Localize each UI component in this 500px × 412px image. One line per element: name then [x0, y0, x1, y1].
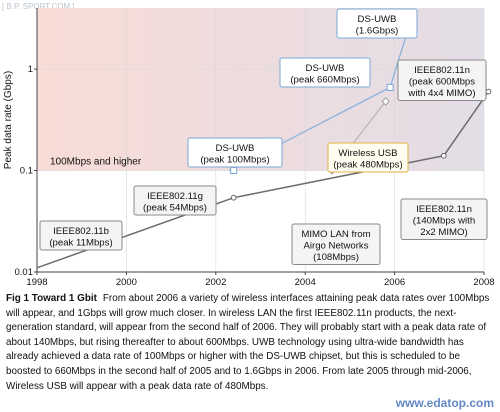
top-watermark: [ B.P. SPORT.COM ] — [2, 2, 75, 11]
annotation-line: Wireless USB — [338, 148, 397, 159]
site-watermark: www.edatop.com — [395, 396, 494, 410]
wlan-marker — [485, 88, 492, 95]
annotation-line: MIMO LAN from — [301, 229, 370, 240]
annotation-box — [291, 223, 381, 265]
peak-data-rate-chart: 100Mbps and higher 1998 2000 2002 2004 2006 2… — [3, 8, 495, 288]
annotation-line: 2x2 MIMO) — [420, 227, 467, 238]
annotation-line: (1.6Gbps) — [356, 26, 399, 37]
band-label: 100Mbps and higher — [50, 157, 142, 168]
x-tick-label: 1998 — [26, 277, 47, 288]
annotation-g54: IEEE802.11g(peak 54Mbps) — [133, 185, 217, 216]
uwb-marker — [386, 83, 394, 91]
annotation-line: (peak 11Mbps) — [49, 238, 112, 249]
annotation-line: (peak 480Mbps) — [333, 160, 402, 171]
x-tick-label: 2008 — [473, 277, 494, 288]
annotation-box — [397, 59, 487, 101]
y-tick-label: 0.1 — [20, 166, 33, 177]
x-tick-label: 2006 — [384, 277, 405, 288]
y-tick-label: 1 — [28, 64, 33, 75]
annotation-uwb660: DS-UWB(peak 660Mbps) — [279, 57, 371, 88]
annotation-line: IEEE802.11b — [53, 226, 109, 237]
annotation-box — [39, 220, 123, 251]
wlan-marker — [440, 152, 447, 159]
annotation-b11: IEEE802.11b(peak 11Mbps) — [39, 220, 123, 251]
annotation-box — [400, 198, 488, 240]
annotation-layer: DS-UWB(1.6Gbps)DS-UWB(peak 660Mbps)DS-UW… — [39, 8, 488, 265]
figure-label: Fig 1 Toward 1 Gbit — [6, 293, 97, 304]
annotation-line: DS-UWB — [306, 63, 345, 74]
annotation-box — [187, 137, 283, 168]
annotation-line: (108Mbps) — [313, 252, 359, 263]
annotation-uwb100: DS-UWB(peak 100Mbps) — [187, 137, 283, 168]
mimo-marker — [381, 97, 390, 106]
annotation-box — [279, 57, 371, 88]
y-tick-label: 0.01 — [15, 267, 34, 278]
annotation-line: (peak 54Mbps) — [143, 203, 207, 214]
annotation-line: IEEE802.11n — [416, 204, 472, 215]
uwb-marker — [230, 167, 238, 175]
annotation-line: (peak 660Mbps) — [290, 75, 359, 86]
annotation-line: (peak 600Mbps — [409, 77, 475, 88]
series-wlan-line — [36, 91, 490, 269]
y-axis-label: Peak data rate (Gbps) — [3, 71, 14, 169]
annotation-line: DS-UWB — [358, 14, 397, 25]
wlan-marker — [230, 194, 237, 201]
annotation-line: (peak 100Mbps) — [200, 155, 269, 166]
annotation-line: DS-UWB — [216, 143, 255, 154]
annotation-line: IEEE802.11n — [414, 65, 470, 76]
annotation-box — [336, 8, 418, 39]
annotation-usb: Wireless USB(peak 480Mbps) — [327, 142, 409, 173]
caption-text: From about 2006 a variety of wireless in… — [6, 293, 490, 392]
annotation-line: (140Mbps with — [413, 216, 475, 227]
figure-caption: Fig 1 Toward 1 Gbit From about 2006 a var… — [6, 292, 496, 394]
axes: 1998 2000 2002 2004 2006 2008 0.01 0.1 1 — [15, 8, 495, 288]
annotation-line: Airgo Networks — [303, 241, 368, 252]
annotation-box — [133, 185, 217, 216]
annotation-line: IEEE802.11g — [147, 191, 203, 202]
annotation-uwb1600: DS-UWB(1.6Gbps) — [336, 8, 418, 39]
x-tick-label: 2004 — [295, 277, 316, 288]
x-tick-label: 2002 — [205, 277, 226, 288]
x-tick-label: 2000 — [116, 277, 137, 288]
annotation-box — [327, 142, 409, 173]
annotation-line: with 4x4 MIMO) — [407, 88, 475, 99]
